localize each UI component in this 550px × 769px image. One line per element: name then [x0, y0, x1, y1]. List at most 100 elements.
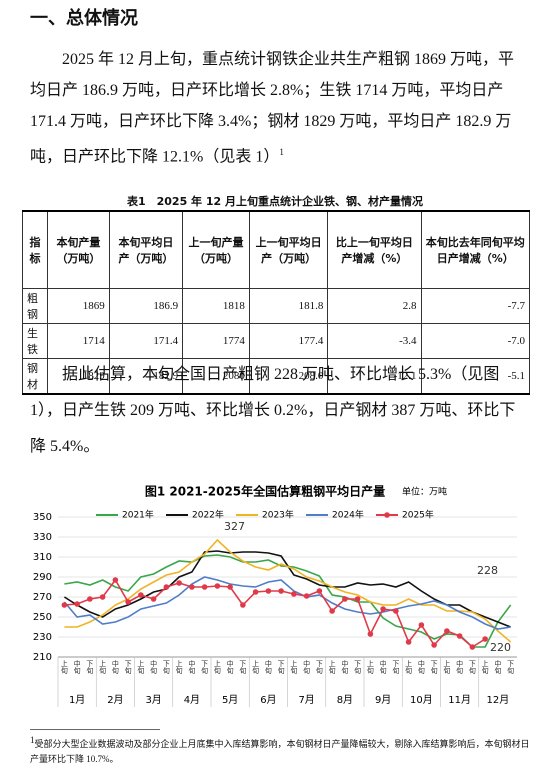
point — [112, 577, 119, 583]
x-tick-label: 下旬 — [354, 660, 362, 675]
legend-label: 2024年 — [332, 509, 364, 521]
month-label: 9月 — [375, 694, 391, 706]
cell: 粗钢 — [21, 288, 49, 324]
point — [278, 588, 284, 594]
x-tick-label: 下旬 — [239, 660, 247, 675]
month-label: 3月 — [145, 694, 161, 706]
month-label: 10月 — [410, 694, 433, 706]
unit: 单位：万吨 — [402, 486, 447, 498]
point — [316, 588, 323, 594]
cell: -12.1 — [327, 358, 422, 395]
x-tick-label: 下旬 — [162, 660, 170, 675]
row: 粗钢 1869 186.9 1818 181.8 2.8 -7.7 — [21, 288, 530, 324]
cell: 208.0 — [248, 358, 329, 395]
paragraph: 据此估算，本旬全国日产粗钢 228 万吨、环比增长 5.3%（见图 1），日产生… — [30, 366, 516, 455]
cell: -3.4 — [327, 323, 422, 359]
point — [163, 584, 170, 590]
x-tick-label: 下旬 — [315, 660, 323, 675]
point — [176, 580, 182, 586]
x-tick-label: 上旬 — [252, 659, 260, 675]
x-tick-label: 上旬 — [99, 659, 107, 675]
x-tick-label: 中旬 — [341, 659, 349, 675]
month-label: 1月 — [69, 694, 85, 706]
legend-label: 2025年 — [402, 509, 434, 521]
header-cell: 上一旬产量（万吨） — [182, 210, 250, 289]
point — [189, 584, 195, 590]
point — [150, 596, 157, 602]
point — [125, 599, 131, 605]
x-tick-label: 中旬 — [150, 659, 158, 675]
series-line — [63, 576, 511, 630]
footnote-text: 受部分大型企业数据波动及部分企业上月底集中入库结算影响，本旬钢材日产量降幅较大，… — [30, 739, 530, 764]
point — [431, 642, 437, 648]
header-cell: 比上一旬平均日产增减（%） — [327, 210, 422, 289]
x-tick-label: 上旬 — [137, 659, 145, 675]
y-tick-label: 290 — [33, 572, 52, 583]
x-tick-label: 中旬 — [494, 659, 502, 675]
x-tick-label: 中旬 — [379, 659, 387, 675]
point — [214, 583, 221, 589]
y-tick-label: 270 — [33, 592, 52, 603]
note-ref: 1 — [279, 147, 284, 157]
x-tick-label: 中旬 — [73, 659, 81, 675]
series-line — [64, 538, 512, 643]
point — [240, 602, 246, 608]
row: 生铁 1714 171.4 1774 177.4 -3.4 -7.0 — [21, 323, 530, 359]
cell: 177.4 — [248, 323, 329, 359]
month-label: 6月 — [260, 694, 276, 706]
point — [99, 594, 106, 600]
point — [303, 593, 310, 599]
month-label: 12月 — [487, 694, 510, 706]
cell: 1869 — [47, 288, 110, 324]
x-tick-label: 上旬 — [175, 659, 183, 675]
cell: 生铁 — [21, 323, 49, 359]
y-tick-label: 330 — [33, 532, 52, 543]
point — [469, 644, 476, 650]
x-tick-label: 上旬 — [213, 659, 221, 675]
point — [74, 601, 80, 607]
header-cell: 本旬平均日产（万吨） — [108, 210, 184, 289]
point — [265, 588, 272, 594]
month-label: 5月 — [222, 694, 238, 706]
x-tick-label: 中旬 — [226, 659, 234, 675]
month-label: 2月 — [107, 694, 123, 706]
header-row: 指标 本旬产量（万吨） 本旬平均日产（万吨） 上一旬产量（万吨） 上一旬平均日产（万吨）… — [21, 210, 530, 289]
note-ref: 1 — [30, 735, 35, 745]
header-cell: 上一旬平均日产（万吨） — [248, 210, 329, 289]
month-label: 7月 — [298, 694, 314, 706]
cell: 2080 — [182, 358, 250, 395]
x-tick-label: 中旬 — [111, 659, 119, 675]
x-tick-label: 上旬 — [60, 659, 68, 675]
point — [367, 631, 374, 637]
legend-marker — [384, 512, 390, 518]
cell: 2.8 — [327, 288, 422, 324]
month-label: 11月 — [448, 694, 471, 706]
point — [291, 591, 297, 597]
point — [380, 606, 386, 612]
x-tick-label: 上旬 — [481, 659, 489, 675]
annotation: 228 — [477, 564, 498, 577]
cell: -7.0 — [420, 323, 530, 359]
y-tick-label: 230 — [33, 632, 52, 643]
x-tick-label: 上旬 — [366, 659, 374, 675]
x-tick-label: 上旬 — [328, 659, 336, 675]
row: 钢材 1829 182.9 2080 208.0 -12.1 -5.1 — [21, 358, 530, 395]
header-cell: 本旬产量（万吨） — [47, 210, 110, 289]
cell: -7.7 — [420, 288, 530, 324]
cell: 钢材 — [21, 358, 49, 395]
point — [456, 633, 463, 639]
y-tick-label: 210 — [33, 652, 52, 663]
footnote: 1受部分大型企业数据波动及部分企业上月底集中入库结算影响，本旬钢材日产量降幅较大… — [30, 733, 530, 767]
point — [329, 608, 335, 614]
point — [87, 596, 93, 602]
point — [482, 636, 488, 642]
legend-label: 2021年 — [122, 509, 154, 521]
legend-label: 2022年 — [192, 509, 224, 521]
cell: -5.1 — [420, 358, 530, 395]
point — [252, 589, 259, 595]
point — [418, 622, 425, 628]
cell: 171.4 — [108, 323, 184, 359]
chart: 图1 2021-2025年全国估算粗钢平均日产量 单位：万吨 210 230 250… — [33, 484, 517, 707]
point — [138, 592, 144, 598]
x-tick-label: 中旬 — [456, 659, 464, 675]
